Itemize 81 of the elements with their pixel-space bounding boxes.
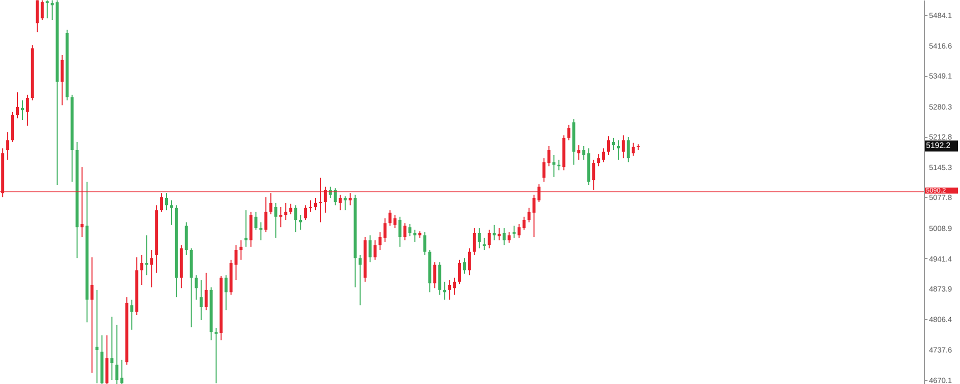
candlestick	[165, 192, 168, 211]
candlestick	[626, 136, 630, 163]
candlestick	[462, 258, 466, 274]
candlestick	[532, 194, 536, 238]
candlestick	[95, 289, 98, 384]
text: 5192.2	[926, 140, 952, 150]
candlestick	[512, 225, 516, 238]
candlestick	[393, 214, 396, 229]
candlestick	[46, 0, 49, 19]
candlestick	[458, 259, 462, 285]
candlestick	[234, 244, 238, 281]
candlestick	[472, 228, 476, 256]
candlestick	[90, 256, 94, 374]
candlestick	[40, 0, 44, 20]
candlestick	[224, 274, 228, 311]
candlestick	[632, 142, 635, 156]
candlestick	[408, 224, 412, 237]
candlestick	[26, 94, 29, 126]
candlestick	[110, 316, 114, 381]
candlestick	[309, 200, 312, 212]
candlestick	[518, 224, 521, 238]
candlestick	[488, 229, 491, 249]
candlestick	[542, 158, 546, 182]
candlestick	[274, 202, 278, 238]
candlestick	[259, 222, 262, 241]
candlestick	[378, 232, 382, 251]
candlestick	[145, 234, 148, 276]
candlestick	[150, 250, 154, 288]
candlestick	[279, 206, 282, 228]
candlestick	[194, 274, 198, 300]
candlestick	[374, 240, 377, 260]
candlestick	[314, 198, 317, 211]
candlestick	[582, 145, 586, 160]
candlestick	[453, 277, 456, 296]
candlestick	[239, 240, 242, 260]
candlestick	[344, 196, 347, 211]
candlestick	[567, 124, 570, 141]
candlestick	[284, 202, 288, 220]
candlestick	[289, 203, 292, 215]
candlestick	[294, 204, 298, 233]
candlestick	[388, 210, 392, 226]
candlestick	[547, 145, 550, 167]
candlestick	[478, 228, 481, 249]
candlestick	[508, 232, 511, 244]
candlestick	[368, 234, 372, 263]
candlestick	[403, 222, 406, 241]
candlestick	[602, 148, 606, 163]
candlestick	[502, 228, 506, 246]
candlestick	[448, 280, 452, 300]
candlestick	[398, 216, 402, 248]
candlestick	[334, 188, 337, 206]
candlestick	[170, 200, 173, 226]
candlestick	[264, 196, 268, 233]
candlestick	[254, 211, 258, 230]
candlestick	[214, 328, 218, 384]
candlestick	[607, 136, 610, 156]
candlestick	[204, 272, 208, 311]
candlestick	[468, 248, 471, 276]
candlestick	[115, 324, 118, 384]
candlestick	[622, 134, 625, 159]
candlestick	[552, 154, 556, 178]
candlestick	[433, 262, 436, 289]
candlestick	[6, 132, 10, 160]
candlestick	[304, 204, 308, 220]
candlestick	[358, 254, 362, 306]
candlestick	[384, 218, 387, 242]
candlestick	[60, 54, 64, 106]
candlestick	[423, 232, 426, 256]
candlestick	[16, 92, 20, 119]
candlestick	[577, 144, 580, 160]
candlestick	[200, 280, 203, 320]
candlestick	[140, 254, 144, 286]
candlestick	[528, 207, 531, 223]
candlestick	[36, 0, 39, 33]
candlestick	[120, 359, 124, 384]
candlestick	[482, 237, 486, 251]
candlestick	[612, 137, 615, 151]
candlestick	[338, 194, 342, 211]
candlestick	[597, 154, 600, 167]
candlestick	[522, 216, 526, 230]
candlestick	[130, 299, 134, 330]
